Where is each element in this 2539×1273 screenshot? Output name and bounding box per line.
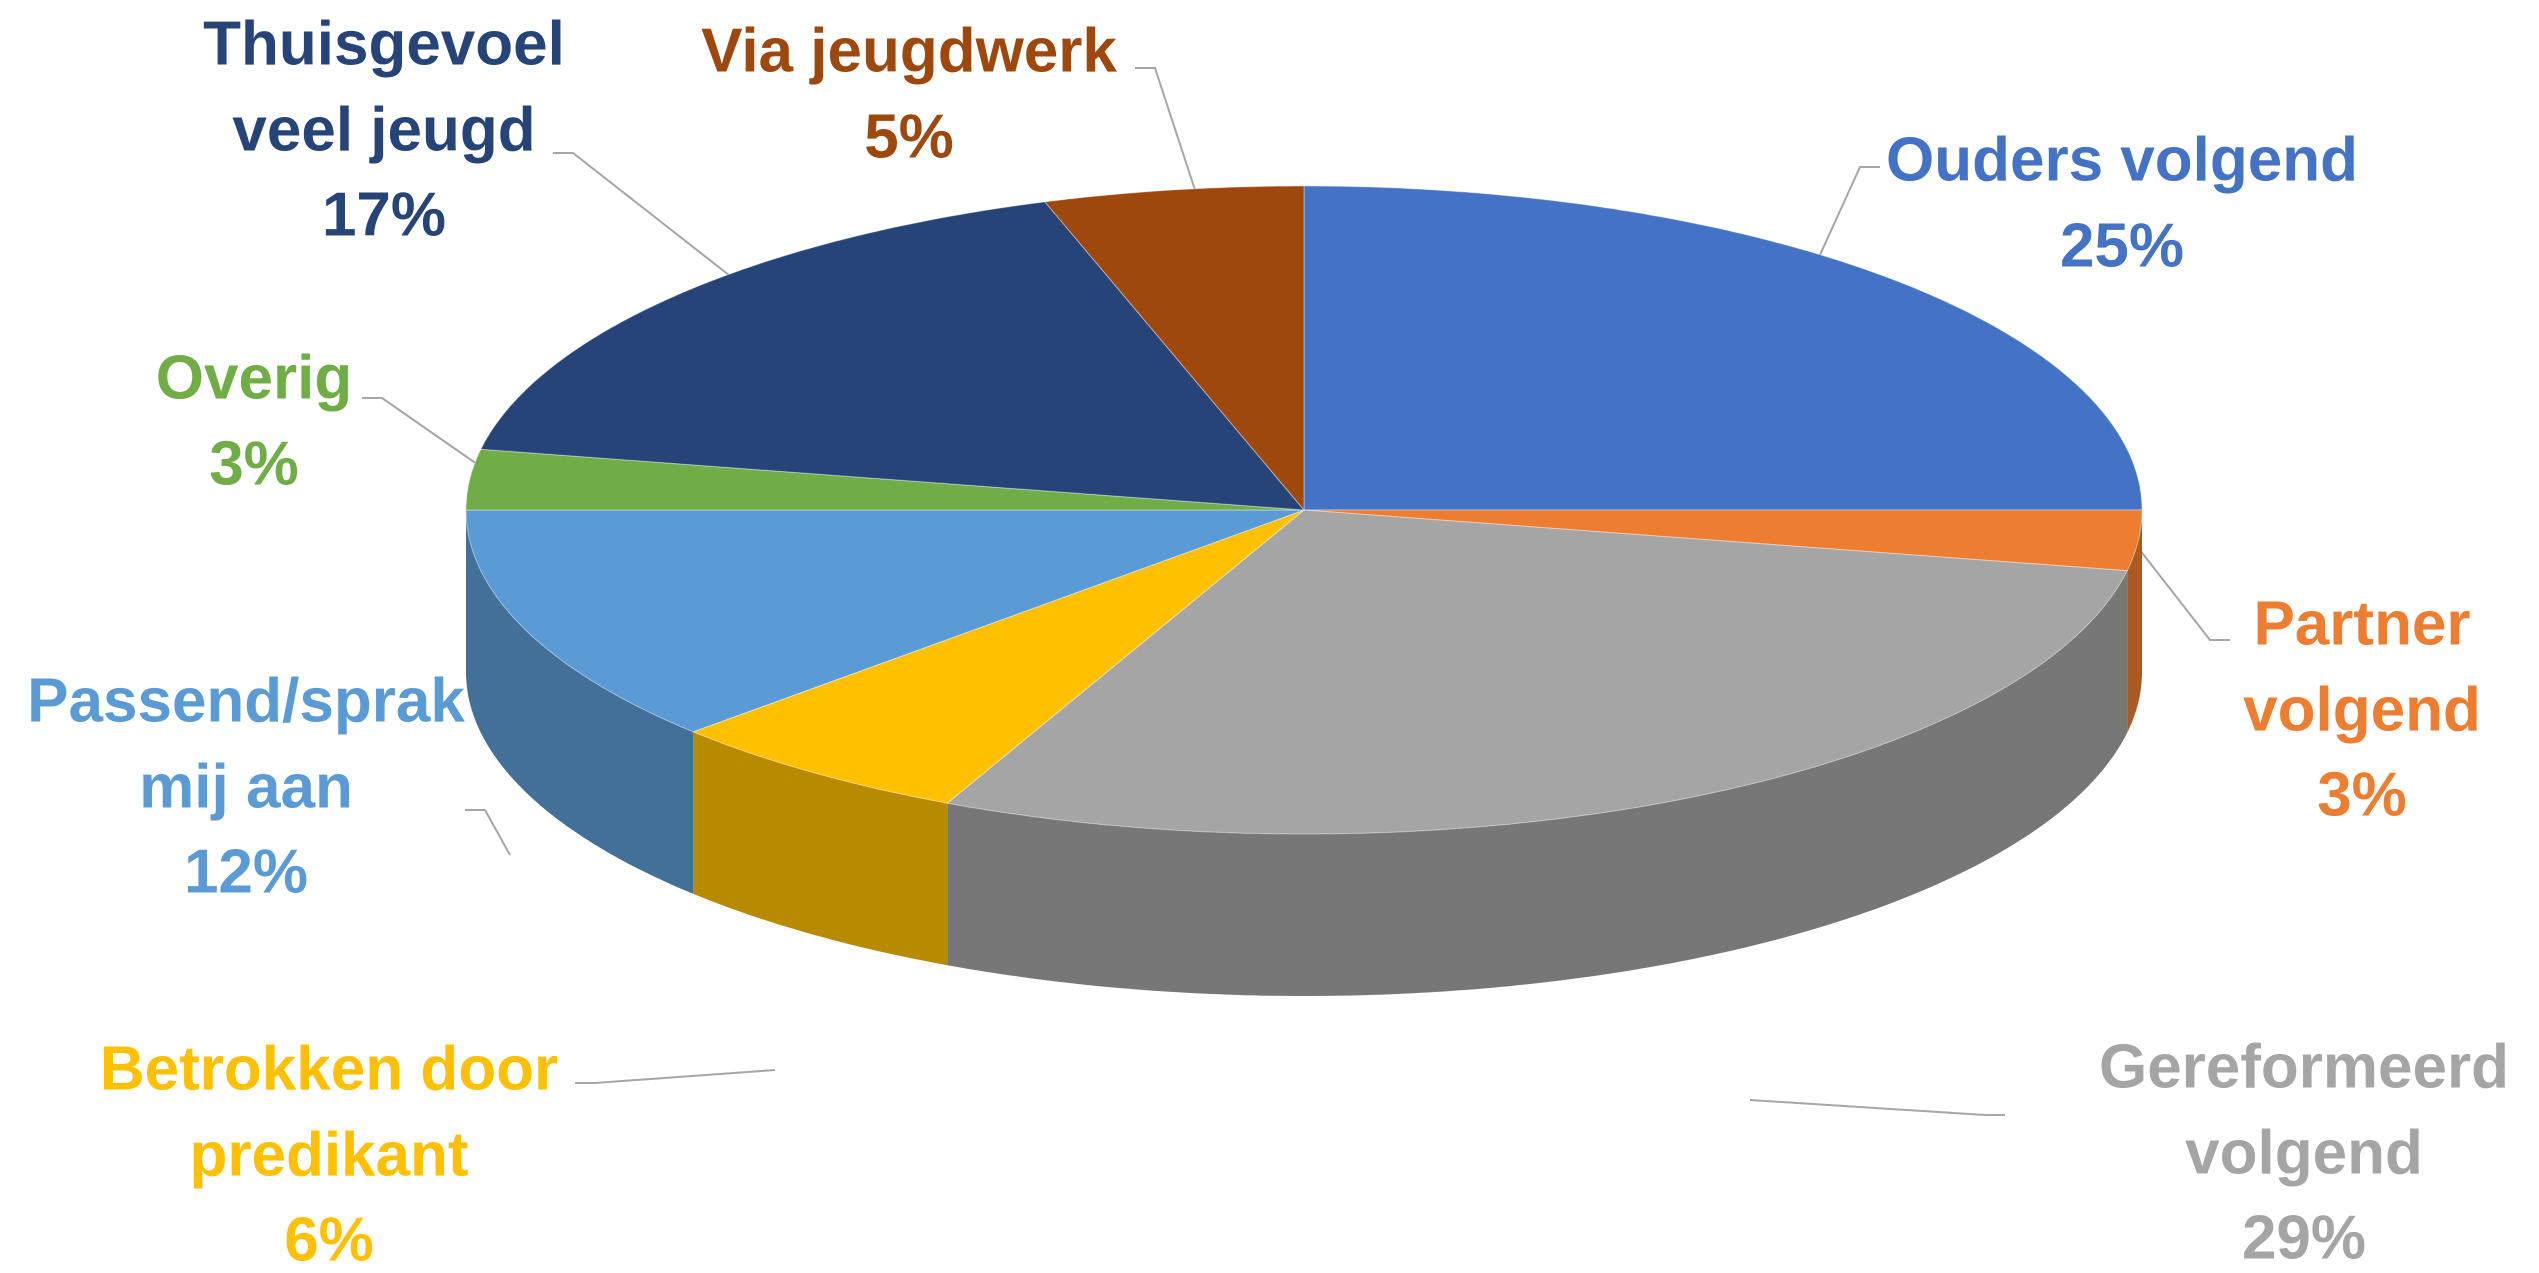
slice-label: Via jeugdwerk 5% — [669, 8, 1149, 179]
category-name: Via jeugdwerk — [701, 16, 1117, 86]
slice — [946, 509, 2128, 835]
slice-label: Betrokken door predikant 6% — [49, 1027, 609, 1273]
category-name: Ouders volgend — [1886, 125, 2358, 195]
leader-lines — [362, 67, 2230, 1116]
leader-line — [362, 397, 498, 479]
leader-line — [465, 809, 511, 856]
percent-label: 17% — [321, 180, 447, 250]
leader-line — [575, 1069, 776, 1084]
percent-label: 3% — [2317, 760, 2407, 830]
leader-line — [1813, 166, 1880, 269]
category-name: Overig — [155, 343, 353, 413]
category-name: Thuisgevoel veel jeugd — [203, 9, 565, 165]
slice-label: Overig 3% — [104, 335, 404, 506]
slice-label: Gereformeerd volgend 29% — [2064, 1025, 2539, 1273]
percent-label: 12% — [183, 837, 309, 907]
slice-side — [2127, 510, 2142, 733]
category-name: Betrokken door predikant — [99, 1034, 559, 1190]
slice-side — [466, 510, 694, 894]
category-name: Passend/sprak mij aan — [27, 666, 465, 822]
slice — [1303, 509, 2143, 572]
leader-line — [2135, 544, 2230, 641]
percent-label: 6% — [284, 1205, 374, 1273]
slice-sides — [466, 510, 2142, 996]
slice-side — [693, 731, 948, 966]
slice-label: Thuisgevoel veel jeugd 17% — [174, 2, 594, 259]
category-name: Gereformeerd volgend — [2098, 1032, 2510, 1188]
slice — [465, 509, 1305, 733]
slice-label: Partner volgend 3% — [2212, 582, 2512, 839]
slice — [1303, 185, 2143, 511]
percent-label: 5% — [864, 102, 954, 171]
leader-line — [1749, 1099, 2005, 1116]
leader-line — [553, 152, 749, 291]
slice — [691, 509, 1305, 804]
slice — [465, 448, 1305, 511]
slice — [479, 201, 1306, 511]
leader-line — [1135, 67, 1197, 194]
percent-label: 25% — [2059, 211, 2185, 280]
slice-side — [947, 570, 2128, 996]
category-name: Partner volgend — [2243, 589, 2481, 745]
slice-label: Ouders volgend 25% — [1842, 117, 2402, 288]
percent-label: 3% — [209, 429, 299, 498]
slice-label: Passend/sprak mij aan 12% — [11, 659, 481, 916]
slice — [1044, 185, 1305, 512]
percent-label: 29% — [2241, 1203, 2367, 1273]
